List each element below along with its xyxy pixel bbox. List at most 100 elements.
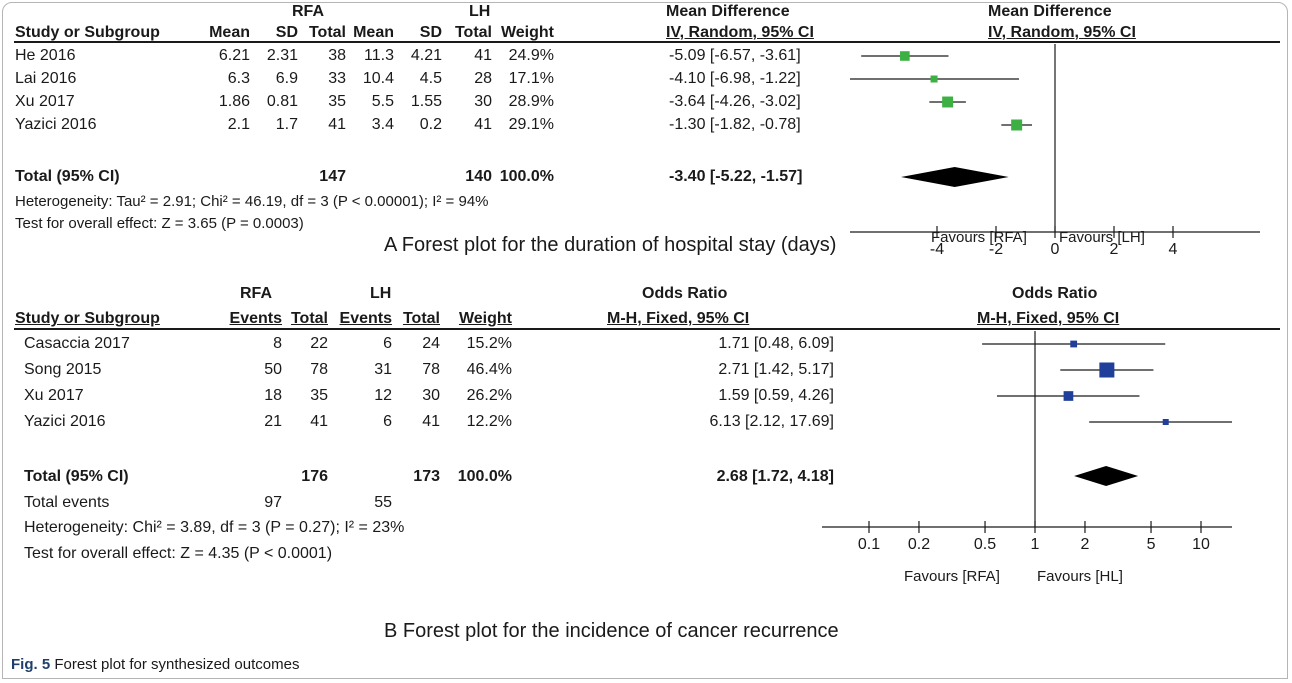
total1: 35 [310,387,328,404]
col-events1-b: Events [229,310,282,327]
total1: 22 [310,335,328,352]
favours-left-a: Favours [RFA] [931,229,1027,246]
col-ci-b: M-H, Fixed, 95% CI [607,310,750,327]
weight: 26.2% [466,387,512,404]
sd1: 2.31 [266,47,298,64]
weight: 12.2% [466,413,512,430]
total2: 30 [474,93,492,110]
col-sd1-a: SD [275,24,298,41]
col-events2-b: Events [339,310,392,327]
total1: 35 [328,93,346,110]
total1: 78 [310,361,328,378]
plot-header-b: Odds Ratio [1012,285,1098,302]
header-rule-a [14,41,1280,43]
point-estimate [1099,362,1115,378]
total1: 176 [301,468,328,485]
header-rule-b [14,328,1280,330]
group1-header-a: RFA [292,3,324,20]
study-name: Song 2015 [24,361,102,378]
col-weight-a: Weight [500,24,554,41]
plot-subheader-a: IV, Random, 95% CI [988,24,1136,41]
col-mean2-a: Mean [353,24,394,41]
heterogeneity-a: Heterogeneity: Tau² = 2.91; Chi² = 46.19… [15,193,489,210]
events2: 6 [383,335,392,352]
favours-right-a: Favours [LH] [1059,229,1145,246]
effect-ci: -5.09 [-6.57, -3.61] [669,47,801,64]
total1: 147 [319,168,346,185]
total1: 38 [328,47,346,64]
total-events1: 97 [264,494,282,511]
figure-caption: Fig. 5 Forest plot for synthesized outco… [11,656,299,673]
col-study-b: Study or Subgroup [15,310,160,327]
total2: 28 [474,70,492,87]
group1-header-b: RFA [240,285,272,302]
x-tick-label: 5 [1147,536,1156,553]
x-tick-label: 10 [1192,536,1210,553]
effect-ci: -1.30 [-1.82, -0.78] [669,116,801,133]
weight: 46.4% [466,361,512,378]
events2: 31 [374,361,392,378]
total1: 33 [328,70,346,87]
effect-ci: 2.71 [1.42, 5.17] [718,361,834,378]
mean1: 6.21 [218,47,250,64]
x-tick-label: 2 [1110,241,1119,258]
sd2: 0.2 [419,116,442,133]
weight: 15.2% [466,335,512,352]
weight: 29.1% [508,116,554,133]
study-name: Yazici 2016 [15,116,97,133]
point-estimate [1011,119,1023,131]
point-estimate [1070,340,1078,348]
x-tick-label: 4 [1169,241,1178,258]
total-label: Total (95% CI) [15,168,120,185]
figure-label: Fig. 5 [11,656,51,673]
effect-ci: 1.59 [0.59, 4.26] [718,387,834,404]
effect-ci: 1.71 [0.48, 6.09] [718,335,834,352]
heterogeneity-b: Heterogeneity: Chi² = 3.89, df = 3 (P = … [24,519,405,536]
col-total1-b: Total [290,310,328,327]
col-total2-a: Total [454,24,492,41]
x-tick-label: 0 [1051,241,1060,258]
col-sd2-a: SD [419,24,442,41]
events1: 50 [264,361,282,378]
col-weight-b: Weight [458,310,512,327]
mean2: 11.3 [364,47,394,64]
point-estimate [900,51,910,61]
total2: 24 [422,335,440,352]
group2-header-b: LH [370,285,392,302]
point-estimate [1162,419,1169,425]
total1: 41 [310,413,328,430]
sd1: 1.7 [275,116,298,133]
study-name: Xu 2017 [15,93,75,110]
total-events2: 55 [374,494,392,511]
overall-effect-a: Test for overall effect: Z = 3.65 (P = 0… [15,215,304,232]
favours-right-b: Favours [HL] [1037,568,1123,585]
total2: 30 [422,387,440,404]
effect-ci: 6.13 [2.12, 17.69] [709,413,834,430]
mean2: 5.5 [371,93,394,110]
events1: 21 [264,413,282,430]
sd2: 4.21 [410,47,442,64]
effect-ci: -3.40 [-5.22, -1.57] [669,168,803,185]
events2: 12 [374,387,392,404]
study-name: Lai 2016 [15,70,77,87]
total2: 78 [422,361,440,378]
x-tick-label: 0.1 [858,536,880,553]
x-tick-label: -4 [930,241,944,258]
col-mean1-a: Mean [209,24,250,41]
study-name: Casaccia 2017 [24,335,130,352]
total2: 173 [413,468,440,485]
x-tick-label: -2 [989,241,1003,258]
total-label: Total (95% CI) [24,468,129,485]
total2: 41 [422,413,440,430]
total2: 41 [474,116,492,133]
study-name: Yazici 2016 [24,413,106,430]
plot-header-a: Mean Difference [988,3,1112,20]
x-tick-label: 0.5 [974,536,996,553]
figure-caption-text: Forest plot for synthesized outcomes [54,656,300,673]
point-estimate [942,96,954,108]
mean1: 6.3 [227,70,250,87]
plot-subheader-b: M-H, Fixed, 95% CI [977,310,1120,327]
mean1: 2.1 [227,116,250,133]
